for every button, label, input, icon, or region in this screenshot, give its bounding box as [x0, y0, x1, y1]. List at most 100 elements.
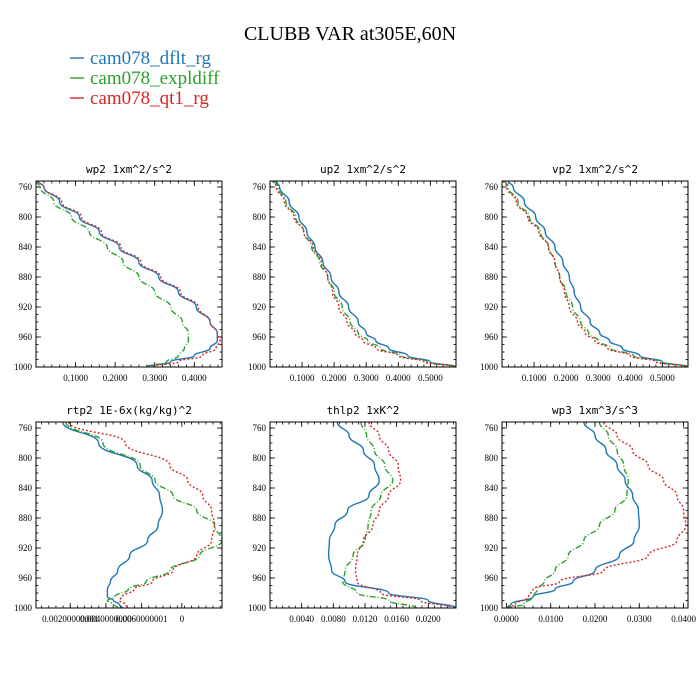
x-tick-label: 0.4000	[618, 373, 643, 383]
x-tick-label: 0.0300	[627, 614, 652, 624]
x-tick-label: 0.3000	[142, 373, 167, 383]
panel-title: rtp2 1E-6x(kg/kg)^2	[66, 404, 192, 417]
x-tick-label: 0.0200	[583, 614, 608, 624]
x-tick-label: 0.0400	[671, 614, 696, 624]
x-tick-label: 0.5000	[418, 373, 443, 383]
y-tick-label: 760	[19, 182, 33, 192]
y-tick-label: 920	[19, 543, 33, 553]
panel-3: vp2 1xm^2/s^2 760 800 840 880 920 960 1000 0.100…	[480, 163, 689, 383]
series-line-cam078_qt1_rg	[502, 181, 688, 367]
y-tick-label: 1000	[248, 362, 267, 372]
panel-4: rtp2 1E-6x(kg/kg)^2 760 800 840 880 920 960 100…	[14, 404, 223, 624]
y-tick-label: 840	[19, 242, 33, 252]
panel-title: vp2 1xm^2/s^2	[552, 163, 638, 176]
series-line-cam078_expldiff	[274, 181, 456, 367]
x-tick-label: 0.0040000000	[80, 614, 132, 624]
y-tick-label: 760	[19, 423, 33, 433]
series-line-cam078_dflt_rg	[37, 181, 219, 367]
y-tick-label: 880	[253, 272, 267, 282]
series-line-cam078_dflt_rg	[275, 181, 456, 367]
legend-label-2: cam078_expldiff	[90, 68, 220, 89]
y-tick-label: 960	[485, 573, 499, 583]
y-tick-label: 1000	[248, 603, 267, 613]
y-tick-label: 800	[253, 212, 267, 222]
x-tick-label: 0	[180, 614, 185, 624]
panel-6: wp3 1xm^3/s^3 760 800 840 880 920 960 10000.000…	[480, 404, 696, 624]
x-tick-label: 0.4000	[386, 373, 411, 383]
x-tick-label: 0.0200	[416, 614, 441, 624]
y-tick-label: 840	[19, 483, 33, 493]
series-line-cam078_expldiff	[65, 422, 222, 608]
legend: cam078_dflt_rg cam078_expldiff cam078_qt…	[70, 48, 220, 109]
y-tick-label: 800	[253, 453, 267, 463]
plot-frame	[269, 180, 457, 368]
x-tick-label: 0.4000	[182, 373, 207, 383]
x-tick-label: 0.2000	[322, 373, 347, 383]
panel-1: wp2 1xm^2/s^2 760 800 840 880 920 960 1000 0.100…	[14, 163, 223, 383]
y-tick-label: 920	[19, 302, 33, 312]
series-line-cam078_qt1_rg	[37, 181, 221, 367]
y-tick-label: 920	[253, 302, 267, 312]
panel-2: up2 1xm^2/s^2 760 800 840 880 920 960 1000 0.100…	[248, 163, 457, 383]
y-tick-label: 800	[19, 453, 33, 463]
y-tick-label: 1000	[14, 362, 33, 372]
x-tick-label: 0.0040	[289, 614, 314, 624]
x-tick-label: 0.2000	[554, 373, 579, 383]
legend-label-1: cam078_dflt_rg	[90, 48, 212, 69]
x-tick-label: 0.0120	[353, 614, 378, 624]
y-tick-label: 800	[19, 212, 33, 222]
y-tick-label: 840	[485, 483, 499, 493]
plot-frame	[35, 421, 223, 609]
panel-title: thlp2 1xK^2	[327, 404, 400, 417]
x-tick-label: 0.3000	[354, 373, 379, 383]
y-tick-label: 960	[19, 573, 33, 583]
legend-label-3: cam078_qt1_rg	[90, 88, 209, 109]
y-tick-label: 880	[485, 513, 499, 523]
y-tick-label: 880	[485, 272, 499, 282]
x-tick-label: 0.0080	[321, 614, 346, 624]
series-line-cam078_expldiff	[504, 181, 688, 367]
series-line-cam078_dflt_rg	[507, 181, 688, 367]
y-tick-label: 1000	[480, 362, 499, 372]
y-tick-label: 1000	[480, 603, 499, 613]
y-tick-label: 920	[485, 543, 499, 553]
x-tick-label: 0.1000	[522, 373, 547, 383]
x-tick-label: 0.3000	[586, 373, 611, 383]
series-line-cam078_dflt_rg	[62, 422, 164, 608]
y-tick-label: 760	[253, 423, 267, 433]
plot-frame	[269, 421, 457, 609]
series-line-cam078_qt1_rg	[272, 181, 456, 367]
x-tick-label: 0.0060000001	[116, 614, 168, 624]
x-tick-label: 0.1000	[290, 373, 315, 383]
y-tick-label: 880	[253, 513, 267, 523]
y-tick-label: 920	[485, 302, 499, 312]
panel-title: wp3 1xm^3/s^3	[552, 404, 638, 417]
y-tick-label: 760	[485, 182, 499, 192]
y-tick-label: 840	[485, 242, 499, 252]
x-tick-label: 0.0000	[494, 614, 519, 624]
y-tick-label: 960	[253, 573, 267, 583]
plot-frame	[501, 421, 689, 609]
y-tick-label: 880	[19, 272, 33, 282]
y-tick-label: 920	[253, 543, 267, 553]
y-tick-label: 800	[485, 453, 499, 463]
series-line-cam078_expldiff	[507, 422, 629, 608]
y-tick-label: 800	[485, 212, 499, 222]
plot-frame	[501, 180, 689, 368]
y-tick-label: 960	[253, 332, 267, 342]
y-tick-label: 840	[253, 242, 267, 252]
series-line-cam078_qt1_rg	[354, 422, 453, 608]
panel-title: up2 1xm^2/s^2	[320, 163, 406, 176]
series-line-cam078_expldiff	[342, 422, 418, 608]
series-line-cam078_qt1_rg	[68, 422, 216, 608]
y-tick-label: 880	[19, 513, 33, 523]
x-tick-label: 0.5000	[650, 373, 675, 383]
series-line-cam078_dflt_rg	[505, 422, 641, 608]
y-tick-label: 840	[253, 483, 267, 493]
y-tick-label: 960	[485, 332, 499, 342]
series-line-cam078_expldiff	[36, 181, 190, 367]
series-line-cam078_dflt_rg	[327, 422, 456, 608]
panel-title: wp2 1xm^2/s^2	[86, 163, 172, 176]
x-tick-label: 0.0160	[384, 614, 409, 624]
